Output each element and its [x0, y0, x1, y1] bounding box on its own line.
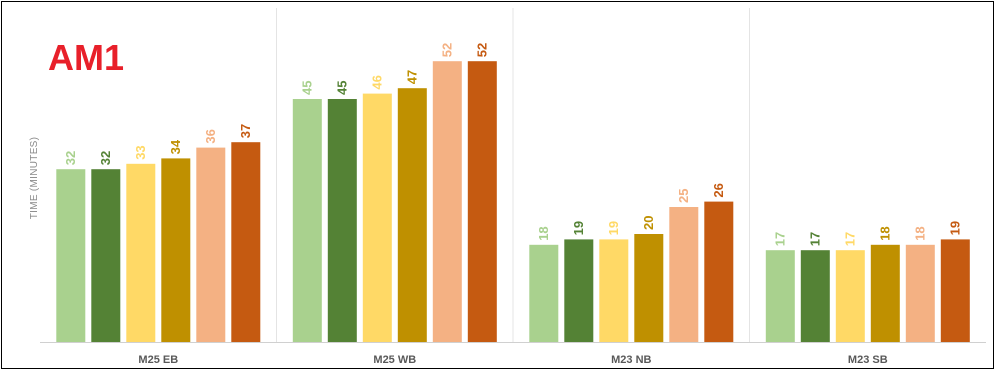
- category-label: M25 EB: [138, 354, 178, 366]
- bar: [397, 88, 427, 342]
- bar: [56, 169, 86, 342]
- data-label: 26: [711, 183, 726, 197]
- bar: [870, 244, 900, 342]
- data-label: 33: [133, 145, 148, 159]
- data-label: 37: [238, 124, 253, 138]
- category-separators: [276, 8, 750, 342]
- chart-title: AM1: [48, 37, 124, 78]
- bar: [161, 158, 191, 342]
- bar: [634, 234, 664, 342]
- category-label: M23 SB: [848, 354, 888, 366]
- y-axis-label: TIME (MINUTES): [29, 137, 40, 220]
- bar: [432, 61, 462, 342]
- bar: [196, 147, 226, 342]
- data-label: 32: [63, 151, 78, 165]
- data-label: 36: [203, 129, 218, 143]
- bar: [669, 207, 699, 342]
- data-label: 19: [947, 221, 962, 235]
- data-label: 34: [168, 139, 183, 154]
- data-label: 19: [571, 221, 586, 235]
- data-label: 17: [807, 232, 822, 246]
- bar: [835, 250, 865, 342]
- bar: [599, 239, 629, 342]
- data-label: 18: [912, 226, 927, 240]
- data-label: 20: [641, 216, 656, 230]
- bar: [231, 142, 261, 342]
- data-label: 45: [299, 81, 314, 95]
- bar: [940, 239, 970, 342]
- category-label: M23 NB: [611, 354, 651, 366]
- bar: [564, 239, 594, 342]
- bar: [467, 61, 497, 342]
- data-label: 18: [877, 226, 892, 240]
- bar: [704, 201, 734, 342]
- data-label: 45: [334, 81, 349, 95]
- bar: [765, 250, 795, 342]
- bar: [905, 244, 935, 342]
- data-label: 52: [474, 43, 489, 57]
- data-label: 17: [772, 232, 787, 246]
- data-label: 52: [439, 43, 454, 57]
- bar: [126, 163, 156, 342]
- category-label: M25 WB: [373, 354, 416, 366]
- bar: [529, 244, 559, 342]
- bar: [327, 99, 357, 342]
- bar: [800, 250, 830, 342]
- data-label: 19: [606, 221, 621, 235]
- data-label: 32: [98, 151, 113, 165]
- bar: [91, 169, 121, 342]
- category-labels-group: M25 EB M25 WB M23 NB M23 SB: [138, 354, 887, 366]
- data-label: 25: [676, 189, 691, 203]
- bar: [292, 99, 322, 342]
- bars-group: [56, 61, 970, 342]
- data-label: 46: [369, 75, 384, 89]
- data-label: 18: [536, 226, 551, 240]
- bar: [362, 93, 392, 342]
- data-labels-group: 32 32 33 34 36 37 45 45 46 47 52 52 18 19 19 20 25 26 17 17…: [63, 43, 962, 246]
- data-label: 17: [842, 232, 857, 246]
- data-label: 47: [404, 70, 419, 84]
